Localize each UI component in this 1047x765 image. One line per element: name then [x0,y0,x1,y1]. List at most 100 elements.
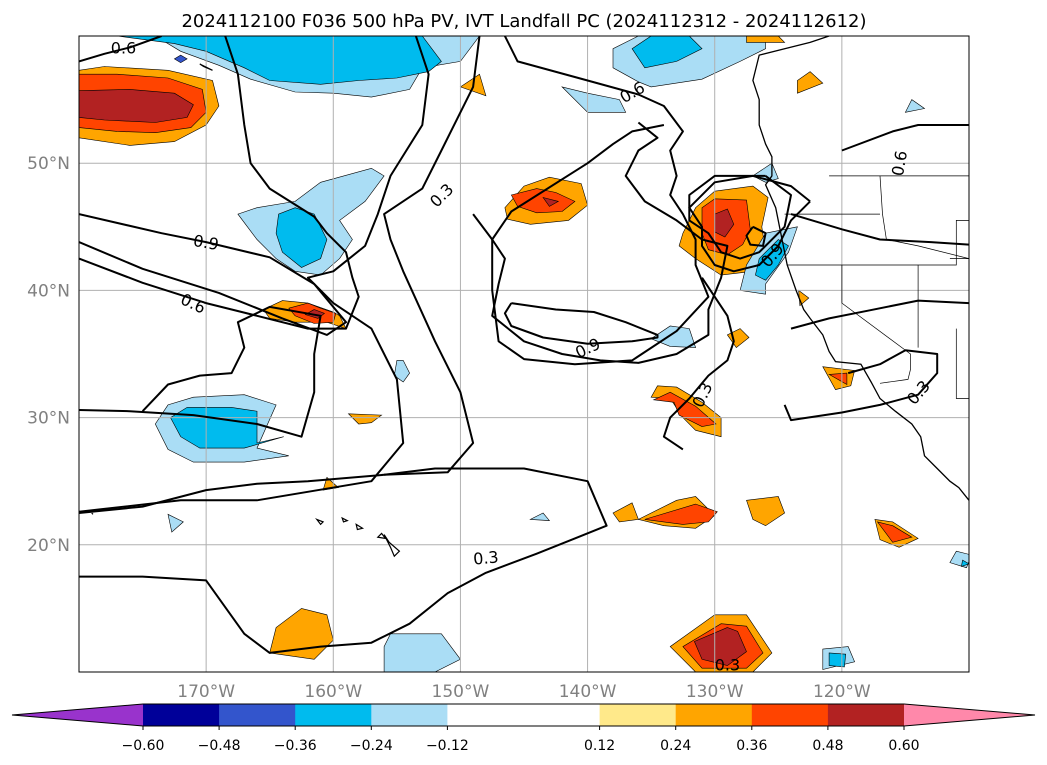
pv-anomaly-patch [383,633,461,672]
pv-anomaly-patch [561,86,627,113]
map-frame [78,35,970,673]
ivt-contour-line [841,124,969,152]
colorbar-segment [751,704,829,726]
colorbar-tick-label: 0.12 [584,738,615,754]
ivt-contour-line [79,305,322,438]
latitude-tick-label: 50°N [27,154,70,174]
state-border [841,265,911,384]
latitude-tick-label: 30°N [27,409,70,429]
colorbar-segment [219,704,296,726]
ivt-contour-line [503,302,659,345]
pv-anomaly-patch [797,71,824,94]
pv-anomaly-patch [904,99,926,113]
pv-anomaly-patch [173,54,188,64]
island-outline [315,518,325,526]
latitude-tick-label: 40°N [27,281,70,301]
island-outline [91,512,94,515]
colorbar-tick-label: −0.24 [350,738,393,754]
ivt-contour-line [491,36,710,366]
pv-anomaly-patch [612,502,639,523]
island-outline [341,516,349,523]
colorbar-extend-low [12,704,143,726]
map-content: 0.60.30.60.90.60.90.90.30.30.30.30.6 [79,36,969,674]
pv-anomaly-patch [79,89,194,123]
pv-anomaly-patch [644,503,718,525]
ivt-contour-line [662,277,735,451]
longitude-ticks: 170°W 160°W 150°W 140°W 130°W 120°W [177,682,871,702]
ivt-contour-line [79,36,430,513]
pv-anomaly-patch [167,513,184,533]
coastline [752,36,969,501]
ivt-contour-line [79,36,481,514]
contour-label: 0.6 [111,38,136,57]
colorbar-tick-label: −0.12 [426,738,469,754]
colorbar-tick-label: 0.24 [660,738,691,754]
ivt-contour-line [790,299,969,330]
island-outline [376,532,387,540]
pv-anomaly-patch [510,188,576,214]
contour-label: 0.9 [192,231,220,254]
pv-anomaly-patch [529,512,551,521]
ivt-contour-line [79,36,360,330]
pv-anomaly-patch [876,521,913,543]
ivt-contour-line [472,121,729,364]
longitude-tick-label: 170°W [177,682,235,702]
colorbar-tick-label: −0.60 [122,738,165,754]
longitude-tick-label: 160°W [304,682,362,702]
ivt-contour-line [79,213,347,336]
pv-anomaly-patch [631,36,703,69]
chart-title: 2024112100 F036 500 hPa PV, IVT Landfall… [181,11,866,32]
coastline-layer [91,36,969,558]
colorbar-segment [371,704,448,726]
contour-label: 0.3 [715,655,740,674]
colorbar-tick-label: 0.60 [888,738,919,754]
colorbar-segment [447,704,601,726]
contour-label: 0.3 [472,547,499,568]
ivt-contour-line [790,213,969,246]
pv-anomaly-patch [961,559,969,567]
pv-anomaly-patch [828,372,848,386]
contour-label: 0.6 [888,149,911,177]
pv-anomaly-patch [755,239,789,281]
longitude-tick-label: 120°W [813,682,871,702]
colorbar-segment [295,704,372,726]
island-outline [199,63,213,71]
longitude-tick-label: 150°W [432,682,490,702]
ivt-contour-line [688,174,792,260]
pv-anomaly-patch [828,652,847,668]
ivt-contour-layer [79,36,969,654]
colorbar-segment [675,704,753,726]
pv-anomaly-patch [694,627,747,666]
pv-anomaly-patch [968,646,969,670]
map-background [79,36,969,672]
longitude-tick-label: 140°W [559,682,617,702]
island-outline [355,523,365,531]
pv-anomaly-patch [347,413,383,425]
latitude-tick-label: 20°N [27,536,70,556]
colorbar-tick-label: 0.48 [812,738,843,754]
state-border [955,328,969,399]
ivt-contour-line [783,349,939,422]
colorbar-segment [599,704,677,726]
latitude-ticks: 50°N 40°N 30°N 20°N [27,154,70,556]
pv-anomaly-patch [117,36,442,85]
pv-anomaly-patch [542,197,560,207]
island-outline [383,534,401,558]
pv-anomaly-patch [650,325,697,348]
colorbar: −0.60 −0.48 −0.36 −0.24 −0.12 0.12 0.24 0.36 0.4… [11,703,1036,754]
ivt-contour-line [79,36,162,63]
colorbar-segment [143,704,220,726]
ivt-contour-line [79,467,608,654]
state-border [787,220,969,266]
ivt-contour-line [745,225,767,247]
pv-anomaly-patch [968,636,969,672]
colorbar-extend-high [904,704,1035,726]
graticule [79,36,969,672]
colorbar-tick-label: 0.36 [736,738,767,754]
pv-anomaly-patch [393,360,410,383]
colorbar-segment [827,704,905,726]
colorbar-tick-label: −0.48 [198,738,241,754]
pv-anomaly-patch [746,496,785,527]
longitude-tick-label: 130°W [686,682,744,702]
